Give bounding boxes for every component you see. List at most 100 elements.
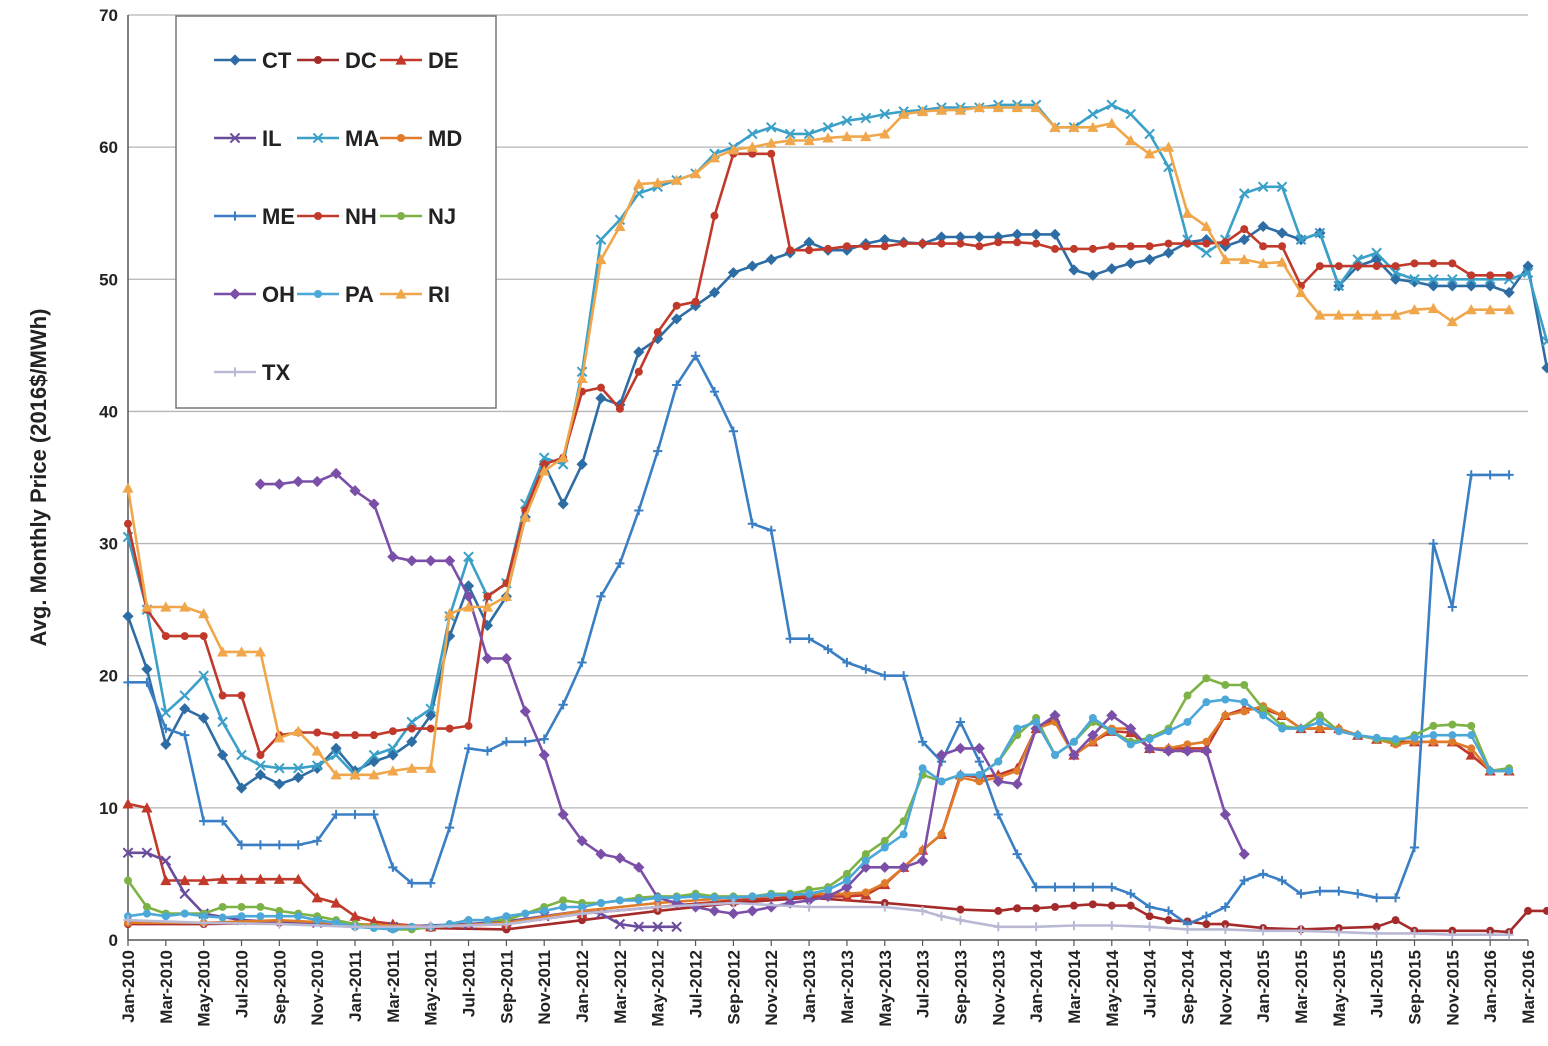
x-tick-jan-2015: Jan-2015 bbox=[1254, 950, 1273, 1023]
data-point-ri bbox=[425, 762, 437, 773]
data-point-ri bbox=[1446, 315, 1458, 327]
data-point-ri bbox=[1276, 256, 1288, 267]
data-point-me bbox=[463, 743, 474, 753]
series-line-oh bbox=[260, 472, 1246, 915]
legend-item-il: IL bbox=[214, 126, 282, 151]
data-point-nh bbox=[748, 149, 757, 158]
data-point-ct bbox=[254, 769, 267, 781]
data-point-ct bbox=[1238, 234, 1250, 246]
data-point-tx bbox=[123, 915, 133, 925]
data-point-nh bbox=[1334, 262, 1343, 271]
data-point-ma bbox=[311, 760, 323, 771]
data-point-pa bbox=[1202, 698, 1211, 707]
data-point-tx bbox=[1485, 930, 1495, 940]
data-point-ri bbox=[746, 141, 758, 152]
data-point-oh bbox=[292, 475, 304, 488]
data-point-me bbox=[407, 878, 417, 888]
x-tick-jul-2011: Jul-2011 bbox=[460, 950, 479, 1017]
data-point-ma bbox=[1522, 267, 1534, 278]
data-point-ri bbox=[1162, 141, 1175, 152]
data-point-pa bbox=[275, 912, 284, 921]
data-point-ct bbox=[1371, 253, 1383, 266]
data-point-ma bbox=[1352, 254, 1364, 265]
data-point-ma bbox=[368, 749, 380, 761]
data-point-me bbox=[842, 657, 852, 668]
data-point-ma bbox=[292, 762, 304, 774]
data-point-me bbox=[1163, 906, 1174, 916]
data-point-ma bbox=[217, 716, 228, 728]
data-point-md bbox=[1278, 711, 1287, 720]
data-point-tx bbox=[1107, 920, 1117, 931]
data-point-dc bbox=[1126, 901, 1135, 910]
data-point-oh bbox=[557, 808, 569, 821]
data-point-nh bbox=[1069, 244, 1078, 253]
data-point-me bbox=[1126, 889, 1136, 899]
data-point-me bbox=[690, 351, 701, 361]
data-point-me bbox=[634, 505, 644, 516]
data-point-pa bbox=[540, 906, 549, 915]
data-point-ri bbox=[1465, 304, 1477, 315]
x-tick-nov-2011: Nov-2011 bbox=[535, 950, 554, 1025]
data-point-pa bbox=[1145, 735, 1154, 744]
x-tick-may-2013: May-2013 bbox=[876, 950, 895, 1027]
data-point-ri bbox=[1484, 304, 1496, 315]
data-point-ri bbox=[1030, 101, 1042, 113]
x-tick-mar-2012: Mar-2012 bbox=[611, 950, 630, 1024]
data-point-md bbox=[1240, 707, 1249, 716]
legend-swatch-marker bbox=[312, 132, 324, 144]
data-point-pa bbox=[786, 891, 795, 900]
data-point-nh bbox=[1145, 242, 1154, 251]
x-tick-sep-2015: Sep-2015 bbox=[1405, 950, 1424, 1025]
legend-item-de: DE bbox=[380, 48, 459, 73]
x-tick-may-2012: May-2012 bbox=[649, 950, 668, 1027]
data-point-ri bbox=[689, 167, 702, 179]
data-point-pa bbox=[994, 757, 1003, 766]
data-point-ma bbox=[198, 670, 209, 682]
data-point-tx bbox=[199, 918, 209, 928]
data-point-pa bbox=[1259, 711, 1268, 720]
data-point-dc bbox=[578, 916, 587, 925]
data-point-tx bbox=[1372, 928, 1382, 938]
data-point-tx bbox=[1334, 927, 1344, 937]
data-point-ma bbox=[879, 108, 891, 120]
data-point-pa bbox=[464, 916, 473, 925]
data-point-tx bbox=[1069, 920, 1079, 931]
data-point-ri bbox=[1314, 309, 1326, 320]
x-tick-jan-2010: Jan-2010 bbox=[119, 950, 138, 1023]
data-point-ct bbox=[235, 782, 248, 794]
data-point-ct bbox=[311, 762, 323, 774]
data-point-pa bbox=[767, 891, 776, 900]
x-tick-jul-2013: Jul-2013 bbox=[914, 950, 933, 1018]
legend-label-ri: RI bbox=[428, 282, 450, 307]
legend-item-ma: MA bbox=[297, 126, 379, 151]
x-tick-nov-2014: Nov-2014 bbox=[1216, 949, 1235, 1025]
data-point-nj bbox=[1467, 721, 1476, 730]
data-point-ma bbox=[1163, 161, 1174, 173]
data-point-me bbox=[445, 823, 455, 833]
data-point-oh bbox=[614, 852, 626, 864]
x-tick-jul-2010: Jul-2010 bbox=[233, 950, 252, 1018]
data-point-me bbox=[1088, 882, 1098, 892]
data-point-nh bbox=[1505, 271, 1514, 280]
data-point-pa bbox=[975, 770, 984, 779]
data-point-tx bbox=[1409, 928, 1420, 938]
data-point-ct bbox=[727, 267, 740, 279]
data-point-nh bbox=[634, 367, 643, 376]
series-tx bbox=[123, 898, 1514, 940]
y-tick-40: 40 bbox=[99, 402, 118, 421]
x-tick-mar-2011: Mar-2011 bbox=[384, 950, 403, 1023]
data-point-dc bbox=[1069, 901, 1078, 910]
data-point-ct bbox=[1030, 228, 1042, 240]
data-point-me bbox=[1239, 875, 1249, 886]
data-point-me bbox=[501, 737, 511, 747]
legend-label-tx: TX bbox=[262, 360, 290, 385]
data-point-me bbox=[1277, 875, 1287, 886]
data-point-me bbox=[255, 840, 266, 850]
data-point-nh bbox=[1353, 262, 1362, 271]
data-point-nh bbox=[124, 519, 132, 528]
data-point-pa bbox=[861, 856, 870, 865]
data-point-ct bbox=[1162, 247, 1175, 259]
data-point-pa bbox=[691, 892, 700, 901]
legend-item-ri: RI bbox=[380, 282, 450, 307]
data-point-dc bbox=[1088, 900, 1097, 909]
